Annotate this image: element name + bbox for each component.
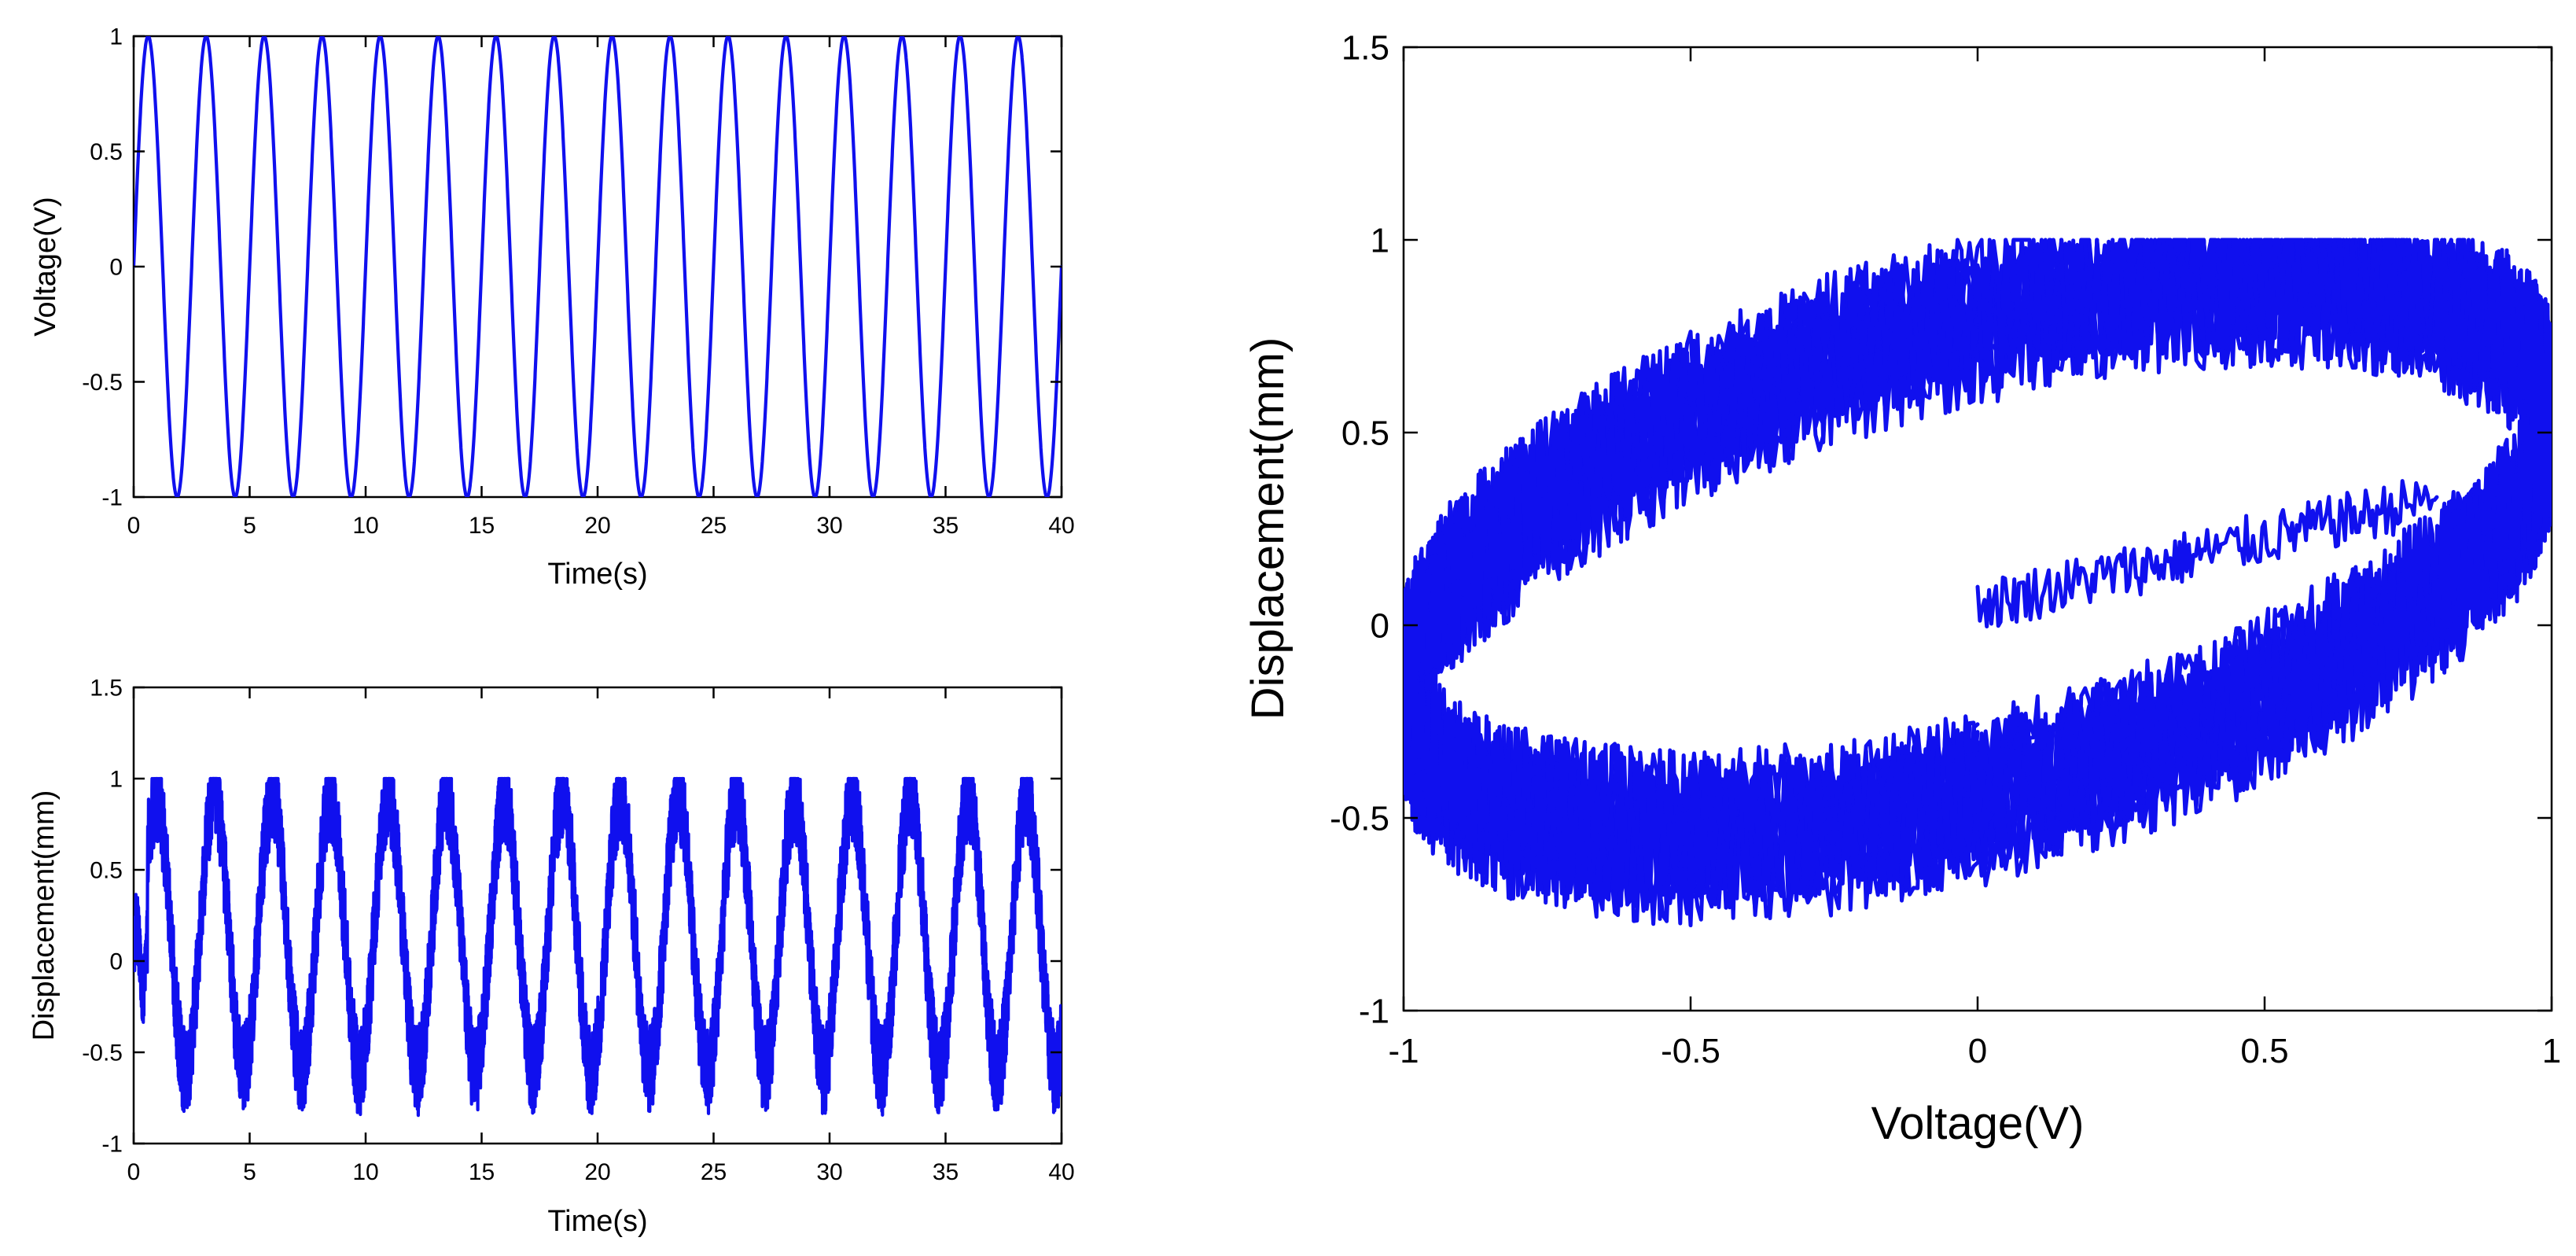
x-tick-label: 20 <box>584 1159 610 1185</box>
x-tick-label: 40 <box>1048 1159 1074 1185</box>
y-tick-label: 1 <box>109 767 123 793</box>
displacement-series-line <box>134 776 1062 1118</box>
displacement-time-ticks: 0 5 10 15 20 25 30 35 40 -1 -0.5 0 0.5 1 1.5 <box>82 676 1074 1186</box>
y-tick-label: 1 <box>1371 221 1389 260</box>
x-tick-label: 0.5 <box>2240 1032 2288 1070</box>
x-tick-label: 5 <box>243 513 256 539</box>
x-tick-label: 35 <box>933 513 959 539</box>
displacement-voltage-series-layer <box>1404 238 2552 927</box>
y-tick-label: 0.5 <box>90 858 123 884</box>
voltage-time-chart: 0 5 10 15 20 25 30 35 40 -1 -0.5 0 0.5 1 Time(s) Volt… <box>29 24 1075 591</box>
hysteresis-initial-curve <box>1975 479 2439 628</box>
x-tick-label: 0 <box>127 1159 141 1185</box>
x-tick-label: 25 <box>701 1159 727 1185</box>
x-tick-label: -1 <box>1388 1032 1419 1070</box>
y-tick-label: 0 <box>109 255 123 281</box>
displacement-time-y-axis-label: Displacement(mm) <box>28 790 61 1041</box>
y-tick-label: -0.5 <box>82 370 123 396</box>
x-tick-label: 30 <box>816 513 842 539</box>
voltage-time-ticks: 0 5 10 15 20 25 30 35 40 -1 -0.5 0 0.5 1 <box>82 24 1074 540</box>
y-tick-label: -0.5 <box>82 1041 123 1066</box>
displacement-voltage-y-axis-label: Displacement(mm) <box>1242 337 1294 720</box>
voltage-time-y-axis-label: Voltage(V) <box>29 197 62 336</box>
y-tick-label: -1 <box>101 1132 123 1158</box>
displacement-voltage-chart: -1 -0.5 0 0.5 1 -1 -0.5 0 0.5 1 1.5 Voltage(V) Dis… <box>1242 28 2561 1149</box>
voltage-time-series-layer <box>134 36 1062 497</box>
displacement-time-series-layer <box>134 776 1062 1118</box>
x-tick-label: 20 <box>584 513 610 539</box>
x-tick-label: 1 <box>2542 1032 2561 1070</box>
x-tick-label: 35 <box>933 1159 959 1185</box>
x-tick-label: 15 <box>469 513 495 539</box>
displacement-time-chart: 0 5 10 15 20 25 30 35 40 -1 -0.5 0 0.5 1 1.5 Time(s) D… <box>28 676 1075 1239</box>
x-tick-label: -0.5 <box>1661 1032 1720 1070</box>
y-tick-label: 1.5 <box>90 676 123 702</box>
x-tick-label: 0 <box>1968 1032 1987 1070</box>
y-tick-label: 0.5 <box>90 139 123 165</box>
x-tick-label: 25 <box>701 513 727 539</box>
hysteresis-loop-line <box>1404 238 2552 909</box>
displacement-voltage-x-axis-label: Voltage(V) <box>1871 1098 2085 1149</box>
y-tick-label: 1 <box>109 24 123 50</box>
y-tick-label: 0 <box>109 949 123 975</box>
displacement-voltage-ticks: -1 -0.5 0 0.5 1 -1 -0.5 0 0.5 1 1.5 <box>1330 28 2561 1070</box>
displacement-time-x-axis-label: Time(s) <box>547 1205 647 1238</box>
x-tick-label: 40 <box>1048 513 1074 539</box>
x-tick-label: 10 <box>352 513 378 539</box>
hysteresis-loop-line <box>1404 238 2552 892</box>
voltage-time-x-axis-label: Time(s) <box>547 558 647 591</box>
y-tick-label: 0 <box>1371 606 1389 645</box>
y-tick-label: -0.5 <box>1330 799 1389 838</box>
x-tick-label: 0 <box>127 513 141 539</box>
x-tick-label: 30 <box>816 1159 842 1185</box>
x-tick-label: 5 <box>243 1159 256 1185</box>
y-tick-label: 0.5 <box>1341 414 1389 452</box>
y-tick-label: -1 <box>1359 992 1389 1030</box>
x-tick-label: 10 <box>352 1159 378 1185</box>
voltage-series-line <box>134 36 1062 497</box>
y-tick-label: -1 <box>101 485 123 511</box>
x-tick-label: 15 <box>469 1159 495 1185</box>
y-tick-label: 1.5 <box>1341 28 1389 67</box>
